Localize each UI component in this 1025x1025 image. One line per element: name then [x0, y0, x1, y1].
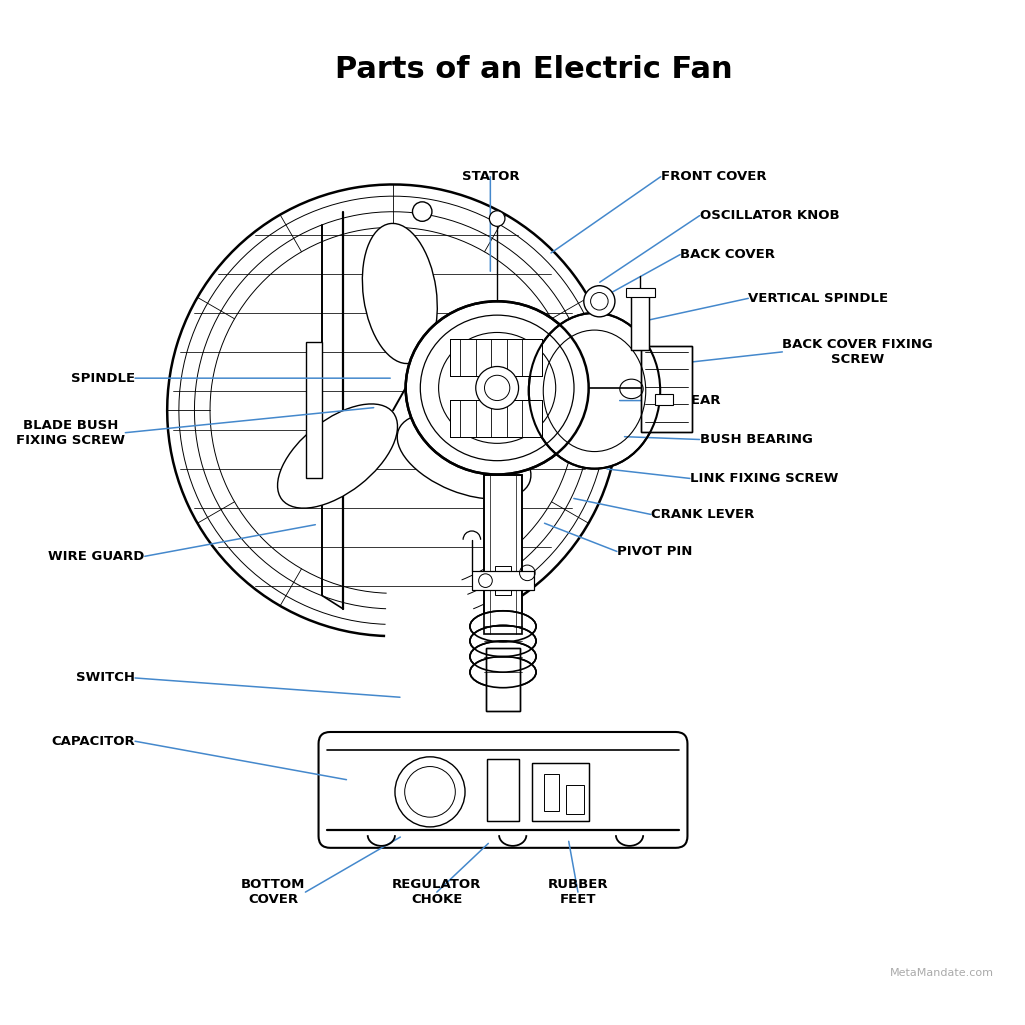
Bar	[642, 346, 692, 432]
Bar	[487, 648, 520, 711]
Bar	[484, 475, 523, 634]
Bar	[450, 339, 542, 376]
Text: BOTTOM
COVER: BOTTOM COVER	[241, 878, 305, 906]
Text: LINK FIXING SCREW: LINK FIXING SCREW	[690, 472, 838, 485]
Bar	[488, 758, 519, 821]
Text: SWITCH: SWITCH	[76, 671, 135, 685]
Text: BACK COVER FIXING
SCREW: BACK COVER FIXING SCREW	[782, 338, 933, 366]
Bar	[472, 571, 534, 590]
Text: MetaMandate.com: MetaMandate.com	[890, 968, 993, 978]
Text: BLADE BUSH
FIXING SCREW: BLADE BUSH FIXING SCREW	[16, 418, 125, 447]
Text: CRANK LEVER: CRANK LEVER	[651, 508, 754, 521]
Bar	[625, 288, 655, 297]
Text: CAPACITOR: CAPACITOR	[51, 735, 135, 748]
Ellipse shape	[469, 641, 536, 672]
Bar	[450, 400, 542, 437]
Ellipse shape	[363, 223, 438, 364]
Bar	[495, 566, 510, 596]
Bar	[472, 571, 534, 590]
Circle shape	[476, 367, 519, 409]
Bar	[631, 293, 649, 350]
Ellipse shape	[469, 611, 536, 642]
Circle shape	[479, 574, 492, 587]
Bar	[450, 339, 542, 376]
Ellipse shape	[529, 313, 660, 468]
Circle shape	[395, 756, 465, 827]
Circle shape	[584, 286, 615, 317]
Ellipse shape	[278, 404, 398, 508]
FancyBboxPatch shape	[319, 732, 688, 848]
Bar	[642, 346, 692, 432]
Circle shape	[412, 202, 432, 221]
Text: GEAR: GEAR	[681, 394, 721, 407]
Text: REGULATOR
CHOKE: REGULATOR CHOKE	[393, 878, 482, 906]
Bar	[655, 394, 672, 406]
Text: BUSH BEARING: BUSH BEARING	[700, 433, 813, 446]
Bar	[306, 342, 322, 479]
Text: WIRE GUARD: WIRE GUARD	[48, 549, 145, 563]
Ellipse shape	[469, 625, 536, 657]
Text: BACK COVER: BACK COVER	[681, 248, 775, 261]
Text: STATOR: STATOR	[461, 170, 519, 183]
Bar	[544, 774, 560, 812]
Text: FRONT COVER: FRONT COVER	[661, 170, 767, 183]
Bar	[488, 758, 519, 821]
Text: PIVOT PIN: PIVOT PIN	[617, 545, 692, 558]
Text: OSCILLATOR KNOB: OSCILLATOR KNOB	[700, 209, 839, 222]
Text: Parts of an Electric Fan: Parts of an Electric Fan	[335, 55, 733, 84]
Ellipse shape	[406, 301, 588, 475]
Text: SPINDLE: SPINDLE	[71, 372, 135, 384]
Ellipse shape	[469, 657, 536, 688]
Bar	[532, 763, 588, 821]
Text: RUBBER
FEET: RUBBER FEET	[547, 878, 608, 906]
Text: VERTICAL SPINDLE: VERTICAL SPINDLE	[748, 292, 889, 304]
Bar	[566, 785, 584, 814]
Bar	[450, 400, 542, 437]
Bar	[487, 648, 520, 711]
Bar	[532, 763, 588, 821]
Circle shape	[489, 211, 505, 227]
Bar	[484, 475, 523, 634]
Bar	[631, 293, 649, 350]
Ellipse shape	[398, 413, 531, 499]
